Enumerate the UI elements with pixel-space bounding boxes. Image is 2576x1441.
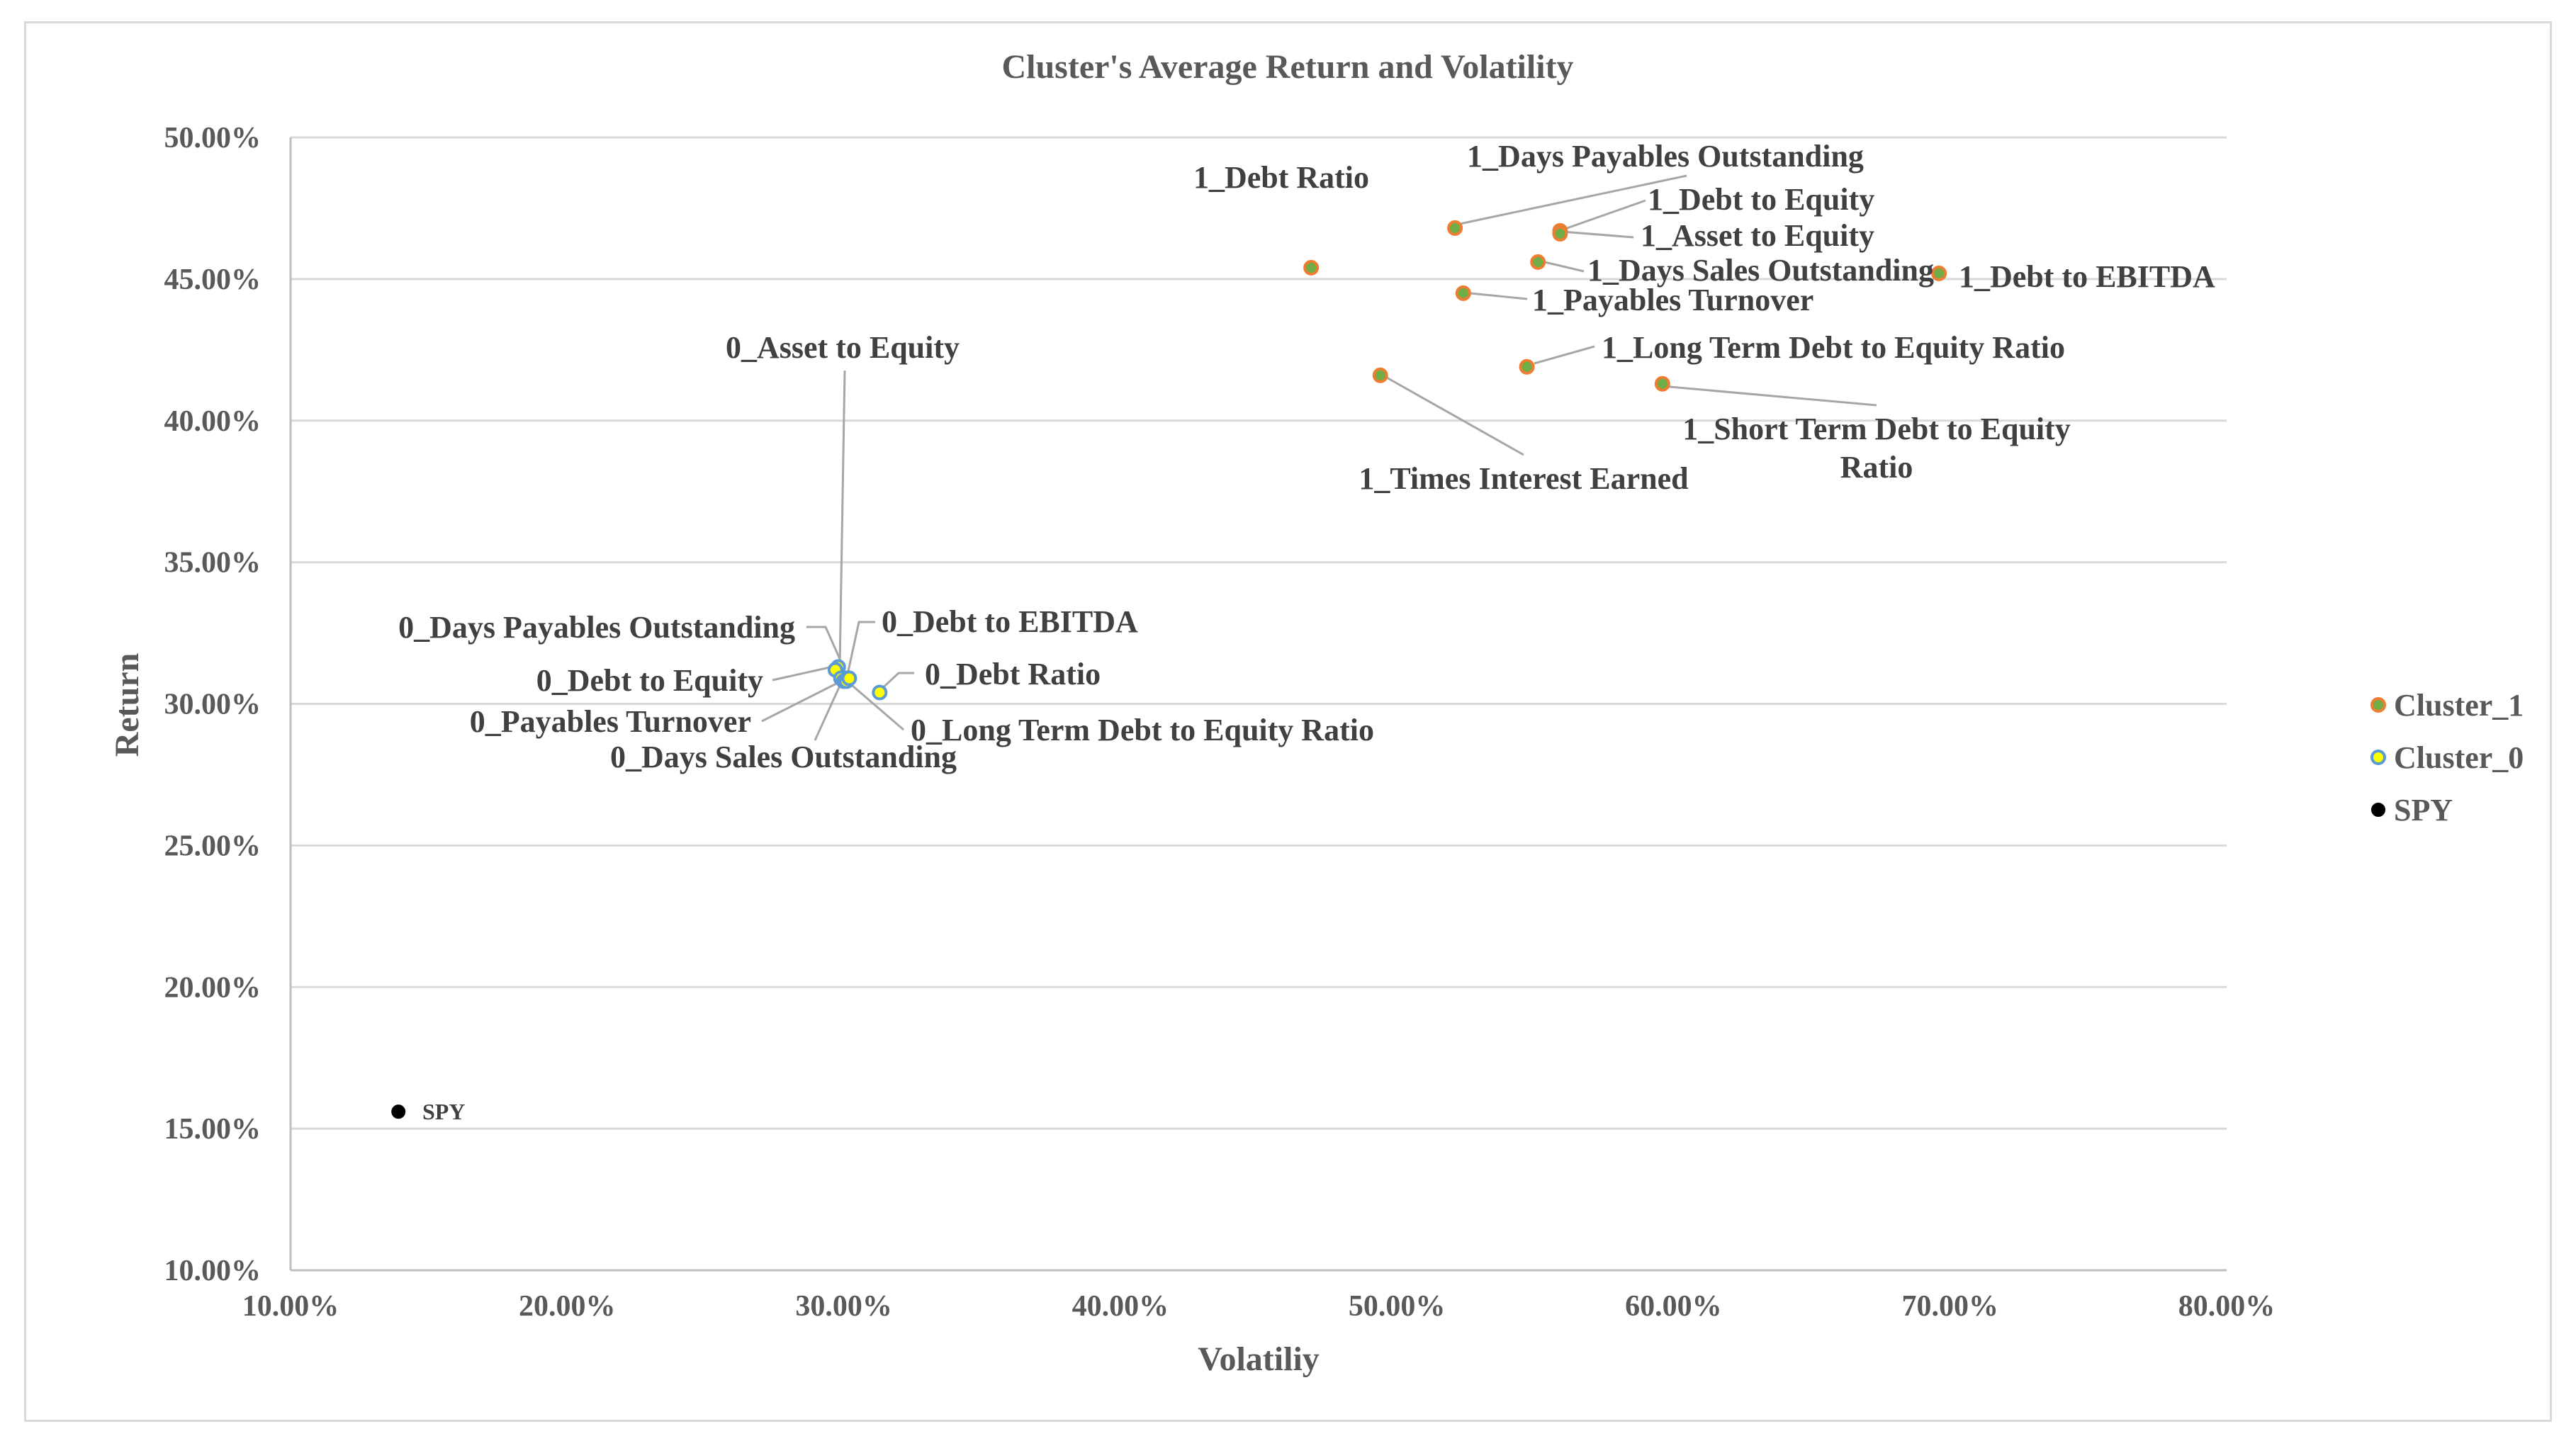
point-spy xyxy=(391,1104,406,1119)
label-1-debt-to-equity: 1_Debt to Equity xyxy=(1648,182,1874,217)
chart-frame xyxy=(24,21,2552,1422)
label-0-debt-to-ebitda: 0_Debt to EBITDA xyxy=(882,604,1138,639)
legend-marker-spy xyxy=(2371,803,2385,817)
leader-line xyxy=(1380,373,1524,456)
leader-line xyxy=(1661,385,1877,407)
point-1-asset-to-equity xyxy=(1552,225,1568,242)
label-1-payables-turnover: 1_Payables Turnover xyxy=(1532,283,1813,317)
label-1-times-interest-earned: 1_Times Interest Earned xyxy=(1359,461,1688,496)
y-tick-labels: 10.00% 15.00% 20.00% 25.00% 30.00% 35.00% 40.0… xyxy=(164,122,261,1287)
x-tick-label: 10.00% xyxy=(242,1290,339,1323)
label-1-long-term-debt-to-equity-ratio: 1_Long Term Debt to Equity Ratio xyxy=(1602,330,2065,365)
legend-marker-cluster-1 xyxy=(2370,697,2386,713)
point-1-long-term-debt-to-equity-ratio xyxy=(1519,358,1535,375)
leader-line xyxy=(806,626,841,660)
label-0-days-sales-outstanding: 0_Days Sales Outstanding xyxy=(610,740,957,774)
y-tick-label: 35.00% xyxy=(164,547,261,580)
label-0-debt-ratio: 0_Debt Ratio xyxy=(925,657,1101,691)
point-1-debt-to-ebitda xyxy=(1931,265,1947,281)
y-tick-label: 20.00% xyxy=(164,971,261,1004)
chart-title: Cluster's Average Return and Volatility xyxy=(1001,48,1573,86)
legend-label-cluster-0: Cluster_0 xyxy=(2394,740,2524,775)
y-tick-label: 15.00% xyxy=(164,1113,261,1146)
legend-marker-cluster-0 xyxy=(2370,750,2386,765)
label-0-debt-to-equity: 0_Debt to Equity xyxy=(536,663,763,698)
label-spy: SPY xyxy=(422,1099,465,1124)
leader-line xyxy=(1562,230,1634,239)
legend: Cluster_1 Cluster_0 SPY xyxy=(2370,688,2524,827)
label-0-asset-to-equity: 0_Asset to Equity xyxy=(726,330,960,365)
label-1-short-term-debt-to-equity-ratio: 1_Short Term Debt to Equity Ratio xyxy=(1682,412,2071,485)
gridlines xyxy=(291,136,2227,1130)
label-leader-lines xyxy=(761,174,1877,741)
x-tick-label: 40.00% xyxy=(1072,1290,1169,1323)
leader-line xyxy=(876,672,914,694)
point-0-long-term-debt-to-equity-ratio xyxy=(841,670,857,686)
x-axis-title: Volatiliy xyxy=(1198,1340,1320,1378)
y-tick-label: 45.00% xyxy=(164,264,261,296)
x-tick-label: 20.00% xyxy=(519,1290,616,1323)
data-labels: 1_Debt Ratio 1_Days Payables Outstanding 1… xyxy=(398,139,2215,1124)
x-tick-label: 80.00% xyxy=(2178,1290,2276,1323)
point-1-days-sales-outstanding xyxy=(1530,254,1546,270)
label-0-days-payables-outstanding: 0_Days Payables Outstanding xyxy=(398,610,795,645)
leader-line xyxy=(838,370,846,667)
leader-line xyxy=(852,684,904,731)
leader-line xyxy=(1558,199,1646,232)
label-1-days-payables-outstanding: 1_Days Payables Outstanding xyxy=(1467,139,1864,174)
x-tick-label: 50.00% xyxy=(1349,1290,1446,1323)
label-1-asset-to-equity: 1_Asset to Equity xyxy=(1641,218,1874,253)
label-0-payables-turnover: 0_Payables Turnover xyxy=(470,704,751,739)
y-tick-label: 30.00% xyxy=(164,689,261,721)
legend-label-cluster-1: Cluster_1 xyxy=(2394,688,2524,723)
y-tick-label: 40.00% xyxy=(164,405,261,438)
axes xyxy=(289,137,2227,1272)
leader-line xyxy=(761,682,837,723)
label-1-debt-ratio: 1_Debt Ratio xyxy=(1193,160,1369,195)
leader-line xyxy=(846,621,875,675)
y-tick-label: 25.00% xyxy=(164,830,261,862)
x-tick-label: 30.00% xyxy=(795,1290,892,1323)
x-tick-label: 70.00% xyxy=(1901,1290,1998,1323)
x-tick-labels: 10.00% 20.00% 30.00% 40.00% 50.00% 60.00% 70.0… xyxy=(242,1290,2276,1323)
label-1-days-sales-outstanding: 1_Days Sales Outstanding xyxy=(1587,253,1934,288)
point-0-debt-ratio xyxy=(872,684,888,701)
legend-label-spy: SPY xyxy=(2394,793,2453,827)
y-tick-label: 10.00% xyxy=(164,1255,261,1287)
point-1-times-interest-earned xyxy=(1372,367,1388,383)
label-0-long-term-debt-to-equity-ratio: 0_Long Term Debt to Equity Ratio xyxy=(911,713,1374,747)
leader-line xyxy=(772,665,837,682)
leader-line xyxy=(1470,292,1528,300)
y-axis-title: Return xyxy=(108,653,146,757)
point-1-payables-turnover xyxy=(1455,285,1471,301)
leader-line xyxy=(1544,261,1585,273)
leader-line xyxy=(814,685,841,741)
leader-line xyxy=(1459,174,1687,225)
point-1-short-term-debt-to-equity-ratio xyxy=(1654,375,1670,392)
point-1-days-payables-outstanding xyxy=(1447,220,1463,236)
y-tick-label: 50.00% xyxy=(164,122,261,154)
label-1-debt-to-ebitda: 1_Debt to EBITDA xyxy=(1959,259,2215,294)
point-1-debt-ratio xyxy=(1303,259,1320,276)
leader-line xyxy=(1534,345,1595,365)
data-points xyxy=(391,220,1947,1119)
x-tick-label: 60.00% xyxy=(1625,1290,1722,1323)
